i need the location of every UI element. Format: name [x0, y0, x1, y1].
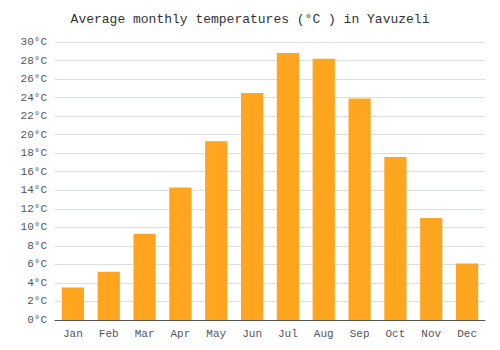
svg-text:6°C: 6°C	[27, 258, 47, 270]
svg-text:0°C: 0°C	[27, 314, 47, 326]
svg-text:Aug: Aug	[314, 328, 334, 340]
svg-text:30°C: 30°C	[21, 36, 48, 48]
svg-text:28°C: 28°C	[21, 55, 48, 67]
svg-text:Jul: Jul	[278, 328, 298, 340]
svg-text:2°C: 2°C	[27, 295, 47, 307]
svg-text:8°C: 8°C	[27, 240, 47, 252]
svg-text:20°C: 20°C	[21, 129, 48, 141]
svg-text:Oct: Oct	[386, 328, 406, 340]
svg-text:22°C: 22°C	[21, 110, 48, 122]
svg-text:10°C: 10°C	[21, 221, 48, 233]
svg-text:Jun: Jun	[242, 328, 262, 340]
svg-text:Mar: Mar	[135, 328, 155, 340]
svg-text:14°C: 14°C	[21, 184, 48, 196]
svg-text:18°C: 18°C	[21, 147, 48, 159]
svg-text:12°C: 12°C	[21, 203, 48, 215]
svg-text:Feb: Feb	[99, 328, 119, 340]
svg-text:Sep: Sep	[350, 328, 370, 340]
svg-text:Dec: Dec	[457, 328, 477, 340]
svg-text:4°C: 4°C	[27, 277, 47, 289]
svg-text:Apr: Apr	[171, 328, 191, 340]
svg-text:May: May	[206, 328, 226, 340]
svg-text:Average monthly temperatures (: Average monthly temperatures (°C ) in Ya…	[71, 12, 430, 27]
svg-text:24°C: 24°C	[21, 92, 48, 104]
svg-text:16°C: 16°C	[21, 166, 48, 178]
svg-text:26°C: 26°C	[21, 73, 48, 85]
svg-text:Jan: Jan	[63, 328, 83, 340]
svg-text:Nov: Nov	[421, 328, 441, 340]
